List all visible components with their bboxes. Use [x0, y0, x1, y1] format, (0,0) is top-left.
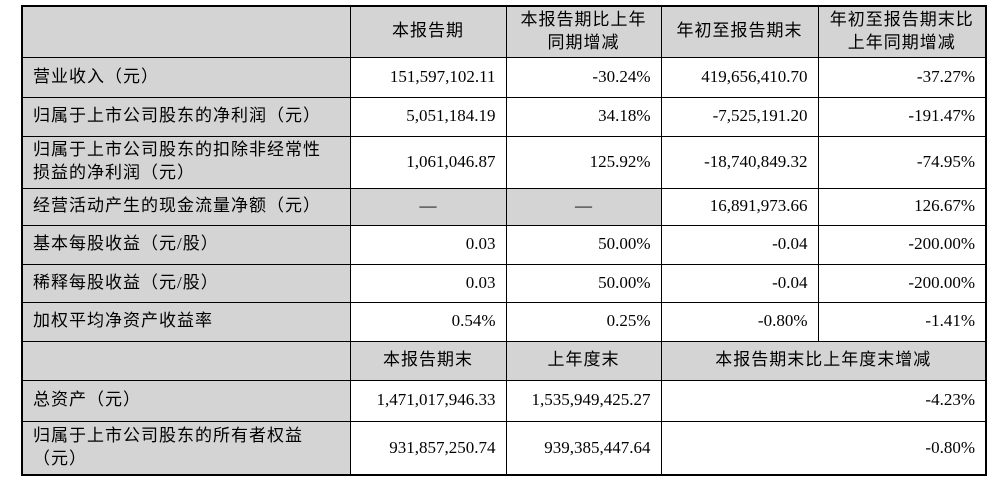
- row-label: 经营活动产生的现金流量净额（元）: [21, 187, 351, 226]
- col-header-end-of-last-year: 上年度末: [505, 340, 662, 381]
- cell-current-period: 0.03: [349, 224, 507, 265]
- cell-yoy-change-dash: —: [505, 187, 662, 226]
- cell-period-end-change: -4.23%: [660, 379, 987, 422]
- row-label: 归属于上市公司股东的净利润（元）: [21, 96, 351, 137]
- cell-current-period: 1,061,046.87: [349, 135, 507, 189]
- cell-ytd: -0.80%: [660, 301, 819, 342]
- cell-ytd: -0.04: [660, 224, 819, 265]
- cell-ytd-yoy-change: -191.47%: [817, 96, 987, 137]
- table-row-total-assets: 总资产（元） 1,471,017,946.33 1,535,949,425.27…: [21, 379, 987, 422]
- financial-summary-table: 本报告期 本报告期比上年 同期增减 年初至报告期末 年初至报告期末比 上年同期增…: [21, 5, 987, 477]
- cell-period-end-change: -0.80%: [660, 420, 987, 476]
- cell-ytd-yoy-change: -200.00%: [817, 263, 987, 303]
- table-row-revenue: 营业收入（元） 151,597,102.11 -30.24% 419,656,4…: [21, 56, 987, 98]
- cell-ytd: -0.04: [660, 263, 819, 303]
- col-header-ytd: 年初至报告期末: [660, 5, 819, 58]
- cell-ytd-yoy-change: -200.00%: [817, 224, 987, 265]
- col-header-current-period: 本报告期: [349, 5, 507, 58]
- corner-cell: [21, 340, 351, 381]
- header-row-period: 本报告期 本报告期比上年 同期增减 年初至报告期末 年初至报告期末比 上年同期增…: [21, 5, 987, 58]
- cell-ytd-yoy-change: -1.41%: [817, 301, 987, 342]
- cell-yoy-change: 50.00%: [505, 263, 662, 303]
- cell-ytd: -7,525,191.20: [660, 96, 819, 137]
- table-row-basic-eps: 基本每股收益（元/股） 0.03 50.00% -0.04 -200.00%: [21, 224, 987, 265]
- table-row-net-profit: 归属于上市公司股东的净利润（元） 5,051,184.19 34.18% -7,…: [21, 96, 987, 137]
- cell-current-period: 0.03: [349, 263, 507, 303]
- cell-yoy-change: 0.25%: [505, 301, 662, 342]
- corner-cell: [21, 5, 351, 58]
- cell-current-period: 0.54%: [349, 301, 507, 342]
- row-label: 稀释每股收益（元/股）: [21, 263, 351, 303]
- cell-ytd-yoy-change: -37.27%: [817, 56, 987, 98]
- cell-end-of-last-year: 1,535,949,425.27: [505, 379, 662, 422]
- table-row-operating-cash-flow: 经营活动产生的现金流量净额（元） — — 16,891,973.66 126.6…: [21, 187, 987, 226]
- col-header-yoy-change: 本报告期比上年 同期增减: [505, 5, 662, 58]
- cell-yoy-change: 125.92%: [505, 135, 662, 189]
- table-row-weighted-avg-roe: 加权平均净资产收益率 0.54% 0.25% -0.80% -1.41%: [21, 301, 987, 342]
- cell-ytd: 419,656,410.70: [660, 56, 819, 98]
- cell-current-period-dash: —: [349, 187, 507, 226]
- table-row-net-profit-excl-nonrecurring: 归属于上市公司股东的扣除非经常性 损益的净利润（元） 1,061,046.87 …: [21, 135, 987, 189]
- cell-yoy-change: -30.24%: [505, 56, 662, 98]
- cell-ytd-yoy-change: -74.95%: [817, 135, 987, 189]
- cell-current-period: 5,051,184.19: [349, 96, 507, 137]
- row-label: 归属于上市公司股东的所有者权益 （元）: [21, 420, 351, 476]
- row-label: 基本每股收益（元/股）: [21, 224, 351, 265]
- cell-end-of-last-year: 939,385,447.64: [505, 420, 662, 476]
- col-header-period-end-change: 本报告期末比上年度末增减: [660, 340, 987, 381]
- table-row-diluted-eps: 稀释每股收益（元/股） 0.03 50.00% -0.04 -200.00%: [21, 263, 987, 303]
- cell-ytd-yoy-change: 126.67%: [817, 187, 987, 226]
- row-label: 营业收入（元）: [21, 56, 351, 98]
- cell-yoy-change: 50.00%: [505, 224, 662, 265]
- cell-end-of-period: 931,857,250.74: [349, 420, 507, 476]
- row-label: 加权平均净资产收益率: [21, 301, 351, 342]
- header-row-period-end: 本报告期末 上年度末 本报告期末比上年度末增减: [21, 340, 987, 381]
- row-label: 总资产（元）: [21, 379, 351, 422]
- cell-end-of-period: 1,471,017,946.33: [349, 379, 507, 422]
- cell-ytd: -18,740,849.32: [660, 135, 819, 189]
- col-header-ytd-yoy-change: 年初至报告期末比 上年同期增减: [817, 5, 987, 58]
- cell-ytd: 16,891,973.66: [660, 187, 819, 226]
- cell-yoy-change: 34.18%: [505, 96, 662, 137]
- cell-current-period: 151,597,102.11: [349, 56, 507, 98]
- col-header-end-of-period: 本报告期末: [349, 340, 507, 381]
- row-label: 归属于上市公司股东的扣除非经常性 损益的净利润（元）: [21, 135, 351, 189]
- table-row-owners-equity: 归属于上市公司股东的所有者权益 （元） 931,857,250.74 939,3…: [21, 420, 987, 476]
